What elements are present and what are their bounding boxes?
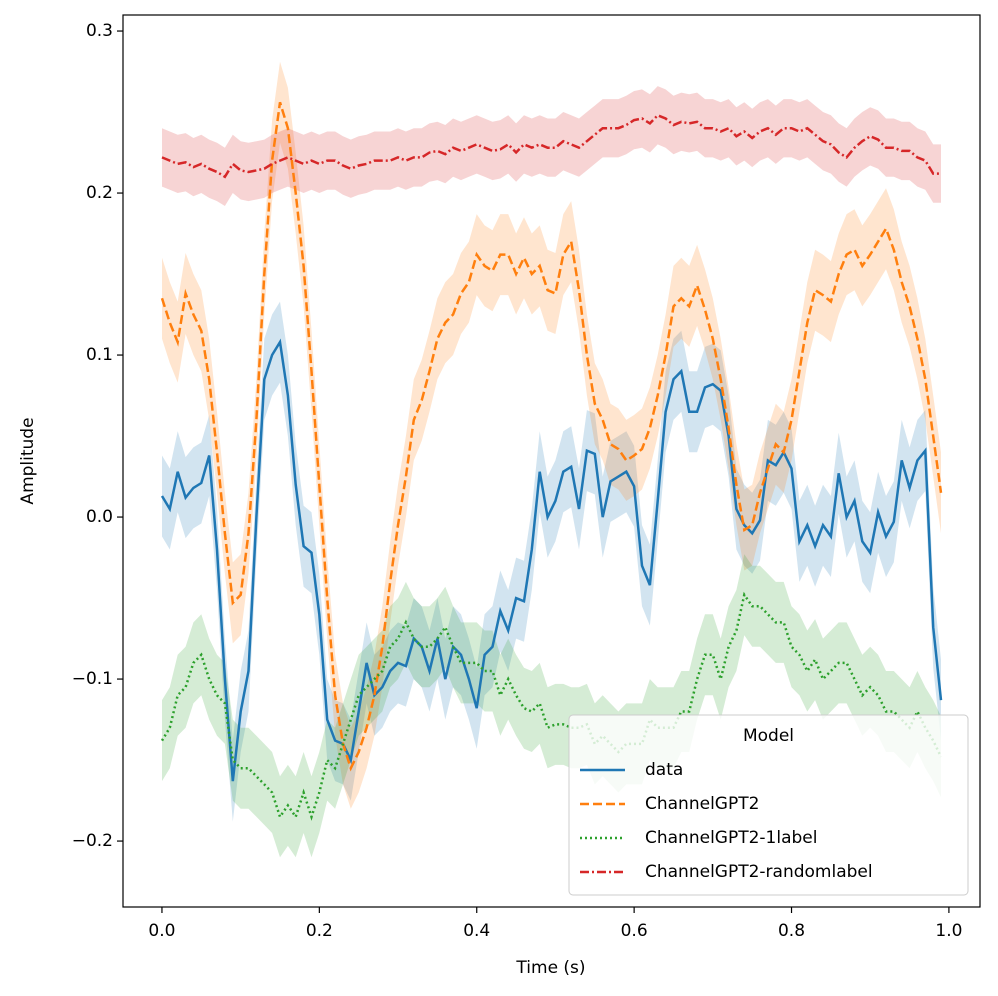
legend-box [568,714,969,896]
series-line [161,113,941,179]
x-axis-label: Time (s) [515,958,585,978]
confidence-band [162,554,941,858]
y-tick-label: 0.0 [86,507,113,527]
x-tick-label: 1.0 [935,921,962,941]
y-tick-label: −0.2 [72,831,113,851]
confidence-band [162,301,941,822]
x-tick-label: 0.0 [148,921,175,941]
x-tick-label: 0.6 [621,921,648,941]
y-tick-label: 0.3 [86,21,113,41]
legend-label: data [645,760,683,780]
legend-title: Model [743,726,794,746]
legend-label: ChannelGPT2-randomlabel [645,862,873,882]
series-line [160,591,943,821]
x-tick-label: 0.4 [463,921,490,941]
y-tick-label: −0.1 [72,669,113,689]
x-tick-label: 0.8 [778,921,805,941]
y-tick-label: 0.2 [86,183,113,203]
series-line [160,101,943,772]
y-tick-label: 0.1 [86,345,113,365]
series-line [160,338,943,782]
legend-label: ChannelGPT2-1label [645,828,817,848]
confidence-band [162,61,941,809]
confidence-band [162,86,941,206]
plot-frame [122,14,981,908]
y-axis-label: Amplitude [18,417,38,504]
x-tick-label: 0.2 [306,921,333,941]
legend-label: ChannelGPT2 [645,794,759,814]
